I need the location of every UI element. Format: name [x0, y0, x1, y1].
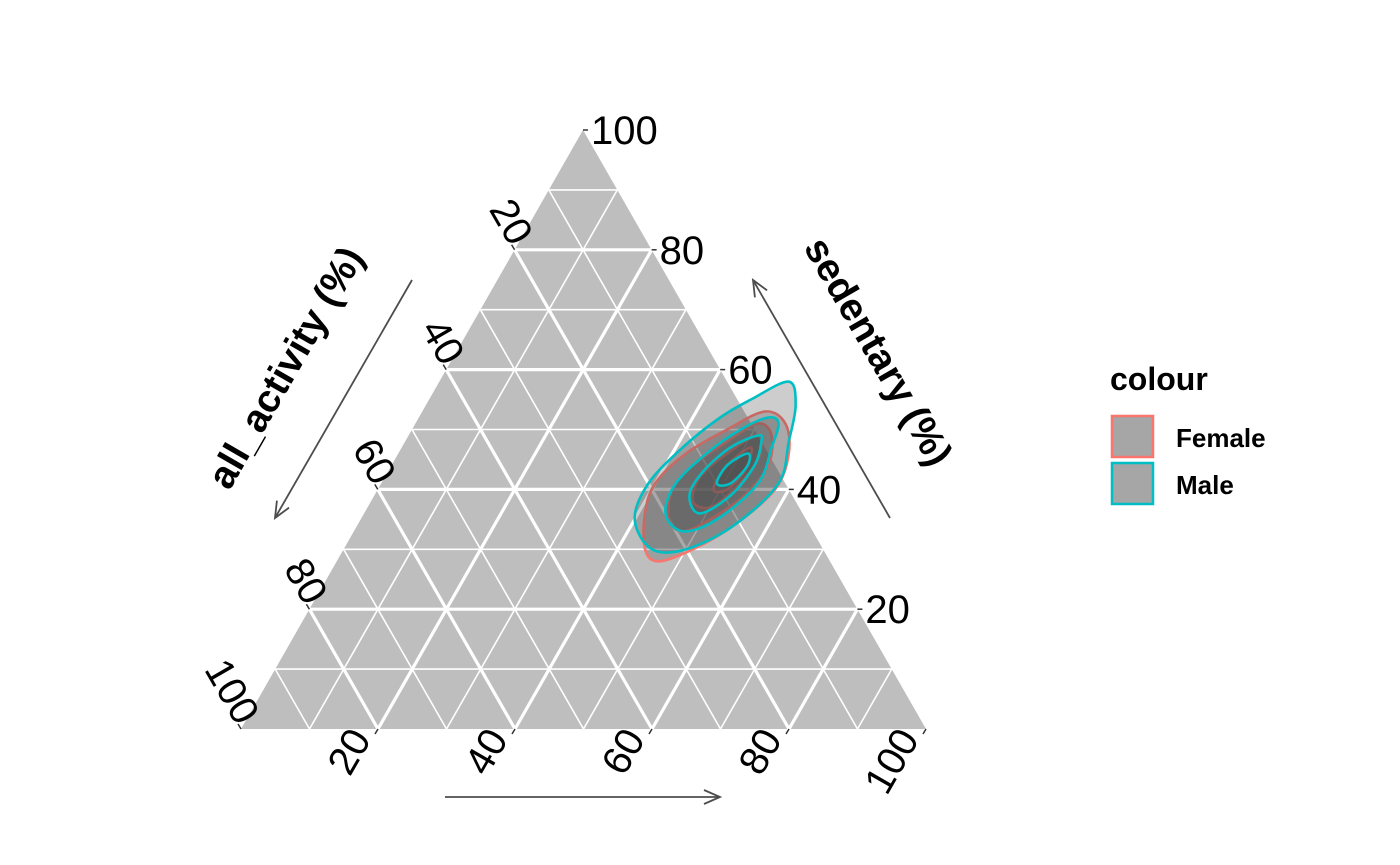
left-axis-tick: [442, 364, 447, 370]
contour-series-male: [633, 380, 797, 554]
contour-male-level-1: [633, 380, 797, 554]
legend-label-female: Female: [1176, 423, 1266, 453]
legend: colour Female Male: [1110, 361, 1266, 506]
bottom-axis-tick-label: 80: [730, 722, 790, 783]
bottom-axis-tick-label: 60: [593, 722, 653, 783]
right-axis-tick-label: 100: [591, 109, 658, 153]
right-axis-title: sedentary (%): [795, 230, 960, 473]
bottom-axis-tick-label: 20: [319, 722, 379, 783]
density-contours: [633, 380, 797, 563]
right-axis-tick-label: 60: [728, 349, 773, 393]
minor-grid-line: [411, 429, 585, 730]
minor-grid-line: [342, 548, 448, 730]
legend-key-female: [1110, 414, 1155, 459]
bottom-axis-tick: [648, 728, 653, 735]
left-axis-tick: [374, 484, 379, 490]
major-grid-line: [650, 488, 791, 730]
legend-key-male: [1110, 461, 1155, 506]
bottom-axis-tick: [511, 728, 516, 735]
legend-item-male: Male: [1110, 461, 1234, 506]
major-grid-line: [376, 488, 517, 730]
legend-item-female: Female: [1110, 414, 1266, 459]
grid-lines: [274, 189, 893, 730]
bottom-axis-tick-label: 100: [856, 722, 927, 802]
minor-grid-line: [274, 668, 311, 730]
left-axis-tick: [510, 244, 516, 251]
left-axis-tick: [237, 723, 242, 730]
left-axis-tick: [305, 603, 311, 610]
bottom-axis-tick: [785, 728, 790, 735]
minor-grid-line: [582, 429, 756, 730]
minor-grid-line: [719, 548, 824, 730]
right-axis-tick-label: 20: [865, 588, 910, 632]
contour-male-level-4: [715, 452, 752, 487]
major-grid-line: [308, 608, 380, 730]
right-axis-tick-label: 40: [797, 468, 842, 512]
major-grid-line: [787, 608, 859, 730]
right-axis-arrow: [751, 278, 891, 519]
minor-grid-line: [445, 309, 687, 730]
minor-grid-line: [856, 668, 893, 730]
bottom-axis-tick: [374, 728, 379, 735]
legend-title: colour: [1110, 361, 1208, 397]
bottom-axis-tick-label: 40: [456, 722, 516, 783]
minor-grid-line: [548, 189, 859, 730]
left-axis-arrow: [273, 279, 413, 520]
contour-male-level-2: [664, 415, 780, 533]
minor-grid-line: [479, 309, 722, 730]
legend-label-male: Male: [1176, 470, 1234, 500]
right-axis-tick-label: 80: [660, 229, 705, 273]
minor-grid-line: [308, 189, 618, 730]
bottom-axis-tick: [922, 728, 927, 735]
